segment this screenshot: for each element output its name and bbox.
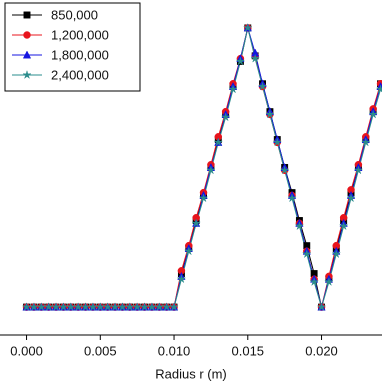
marker (242, 22, 253, 33)
marker (206, 165, 216, 175)
x-tick-label: 0.000 (10, 343, 43, 358)
marker (316, 301, 327, 312)
marker (73, 301, 84, 312)
marker (368, 109, 379, 119)
marker (235, 56, 246, 66)
marker (331, 248, 342, 259)
marker (43, 301, 54, 312)
marker (110, 301, 120, 312)
x-tick-label: 0.005 (84, 343, 117, 358)
marker (29, 301, 39, 312)
marker (250, 53, 261, 63)
legend-label: 2,400,000 (51, 67, 109, 82)
marker (154, 301, 165, 312)
marker (220, 112, 231, 122)
legend-label: 850,000 (51, 7, 98, 22)
marker (324, 276, 334, 287)
x-tick-label: 0.010 (158, 343, 191, 358)
marker (58, 301, 69, 312)
marker (213, 137, 224, 147)
marker (338, 220, 349, 231)
marker (294, 220, 305, 231)
marker (346, 193, 356, 203)
marker (265, 109, 275, 119)
x-tick-label: 0.020 (305, 343, 338, 358)
marker (257, 81, 268, 91)
legend-label: 1,800,000 (51, 47, 109, 62)
marker (22, 50, 32, 59)
marker (139, 301, 150, 312)
x-axis-label: Radius r (m) (155, 366, 227, 381)
marker (21, 301, 32, 312)
marker (65, 301, 76, 312)
marker (169, 301, 179, 312)
marker (95, 301, 106, 312)
marker (176, 274, 187, 284)
marker (102, 301, 113, 312)
marker (36, 301, 47, 312)
marker (80, 301, 91, 312)
marker (191, 218, 202, 228)
marker (88, 301, 98, 312)
marker (228, 84, 238, 94)
marker (287, 193, 297, 203)
marker (309, 276, 320, 287)
marker (360, 137, 371, 147)
marker (23, 31, 31, 39)
marker (51, 301, 61, 312)
marker (124, 301, 135, 312)
marker (301, 248, 312, 259)
marker (353, 165, 364, 175)
marker (117, 301, 128, 312)
marker (23, 11, 31, 19)
x-tick-label: 0.015 (232, 343, 265, 358)
marker (22, 69, 32, 80)
marker (198, 193, 209, 203)
marker (147, 301, 157, 312)
marker (183, 246, 194, 256)
marker (161, 301, 172, 312)
marker (375, 84, 382, 94)
marker (279, 165, 290, 175)
legend-label: 1,200,000 (51, 27, 109, 42)
marker (272, 137, 283, 147)
marker (132, 301, 143, 312)
